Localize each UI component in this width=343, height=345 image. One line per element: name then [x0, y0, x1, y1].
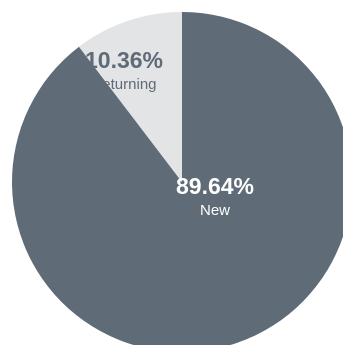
slice-value-returning: 10.36%	[85, 47, 163, 73]
slice-label-new: New	[200, 202, 230, 219]
pie-slice-returning	[78, 12, 182, 182]
slice-value-new: 89.64%	[176, 173, 254, 199]
slice-label-returning: Returning	[91, 76, 156, 93]
pie-slice-new	[12, 12, 343, 345]
